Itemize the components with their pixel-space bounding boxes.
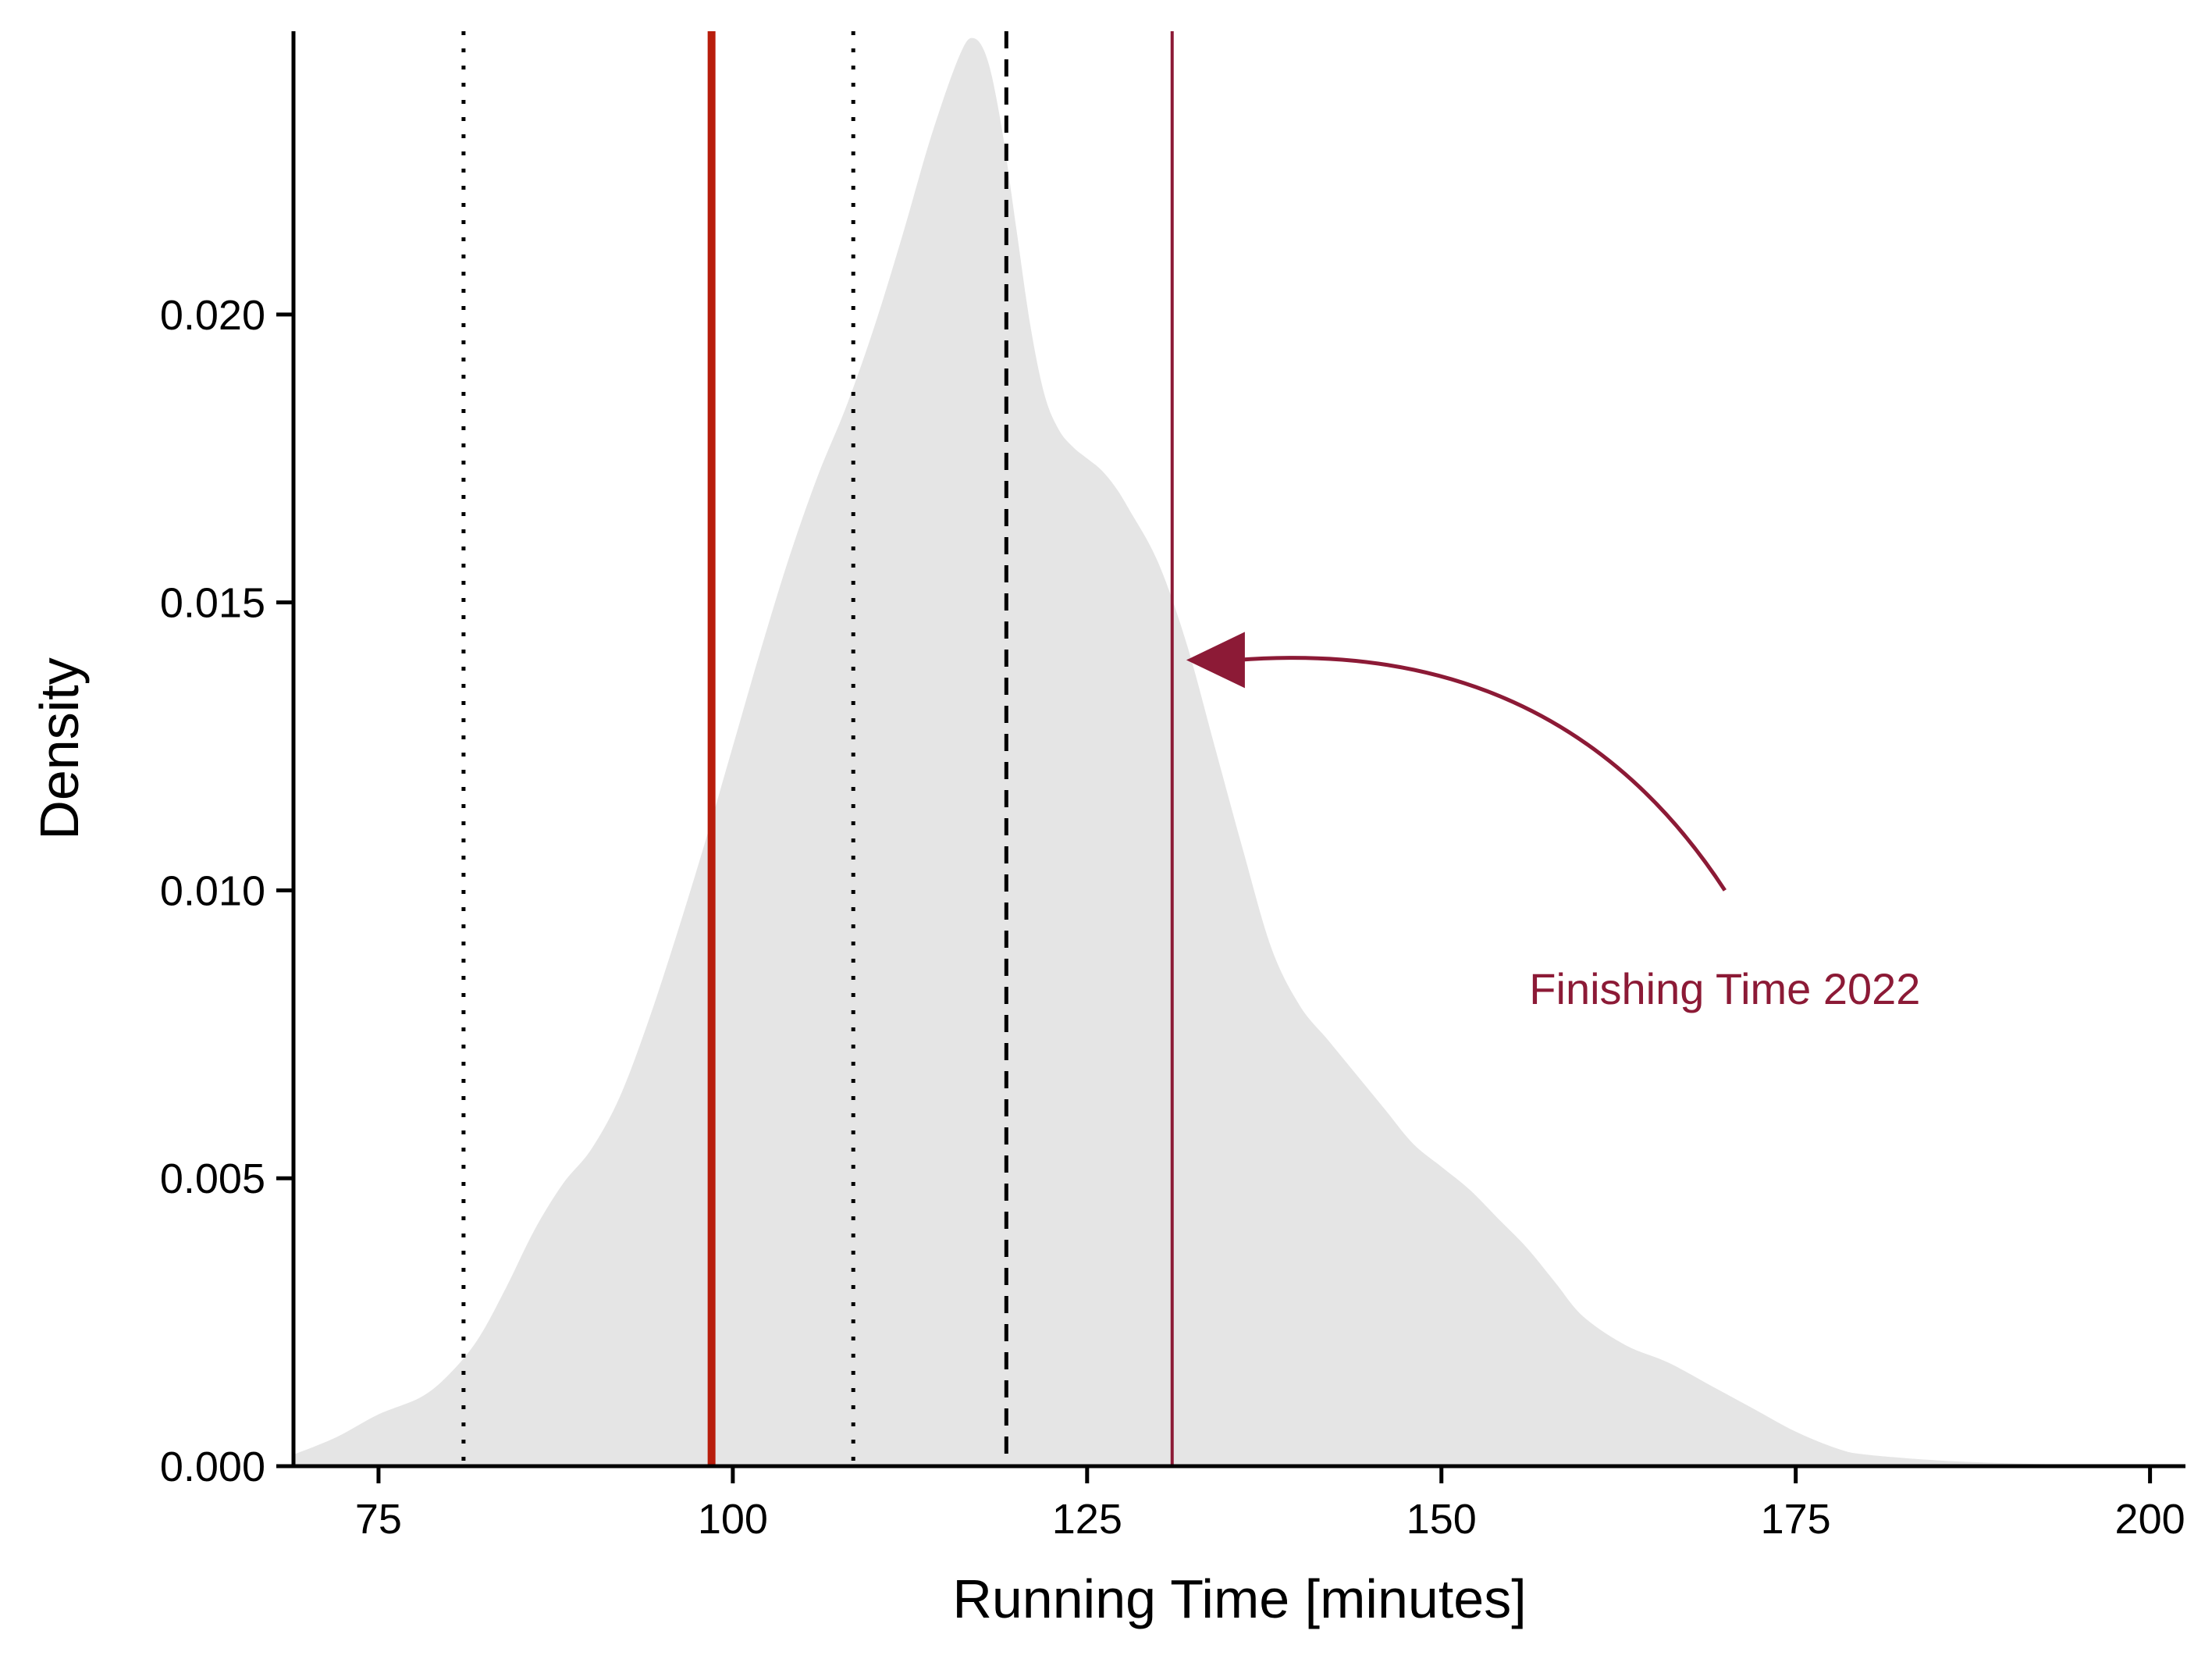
- y-tick-label: 0.015: [160, 580, 265, 627]
- reference-lines: [461, 31, 1174, 1466]
- x-tick-label: 100: [698, 1496, 768, 1543]
- annotation: Finishing Time 2022: [1186, 632, 1920, 1013]
- x-tick-label: 150: [1407, 1496, 1477, 1543]
- y-tick-label: 0.005: [160, 1155, 265, 1202]
- annotation-label: Finishing Time 2022: [1529, 964, 1920, 1013]
- x-tick-label: 175: [1761, 1496, 1831, 1543]
- x-axis-title: Running Time [minutes]: [952, 1568, 1526, 1629]
- x-tick-label: 200: [2115, 1496, 2185, 1543]
- x-tick-label: 75: [355, 1496, 402, 1543]
- y-axis-title: Density: [29, 657, 90, 839]
- axes: 75 100 125 150 175 200 0.0000.0050.0100.0150.…: [29, 31, 2185, 1629]
- density-area: [293, 37, 2122, 1467]
- annotation-arrowhead: [1186, 632, 1245, 689]
- y-tick-label: 0.010: [160, 867, 265, 914]
- x-tick-label: 125: [1052, 1496, 1122, 1543]
- y-tick-label: 0.000: [160, 1444, 265, 1490]
- x-ticks: 75 100 125 150 175 200: [355, 1466, 2185, 1543]
- plot-area: Finishing Time 2022: [293, 31, 2122, 1467]
- y-ticks: 0.000 0.005 0.010 0.015 0.020: [160, 292, 293, 1490]
- annotation-arrow: [1236, 656, 1727, 892]
- y-tick-label: 0.020: [160, 292, 265, 339]
